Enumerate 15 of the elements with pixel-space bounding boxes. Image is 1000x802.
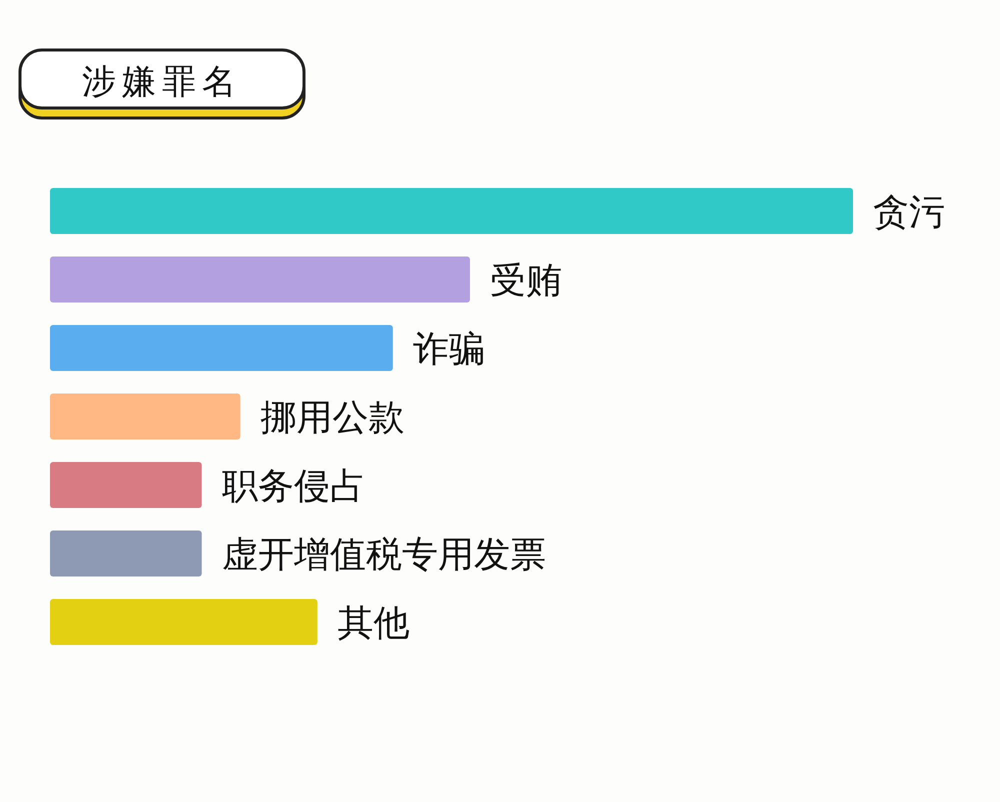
bar <box>50 530 202 576</box>
bar <box>50 325 393 371</box>
bar <box>50 599 318 645</box>
bar <box>50 256 470 302</box>
y-tick-label: 职务侵占 <box>222 466 366 507</box>
bar <box>50 394 240 440</box>
y-tick-label: 受贿 <box>490 260 562 302</box>
y-tick-label: 挪用公款 <box>260 398 404 438</box>
chart-title: 涉嫌罪名 <box>82 62 242 102</box>
y-tick-label: 虚开增值税专用发票 <box>222 534 546 576</box>
bar <box>50 188 853 234</box>
y-tick-label: 其他 <box>337 603 410 644</box>
y-tick-label: 诈骗 <box>412 329 485 370</box>
y-tick-label: 贪污 <box>873 192 945 233</box>
bar <box>50 462 202 508</box>
